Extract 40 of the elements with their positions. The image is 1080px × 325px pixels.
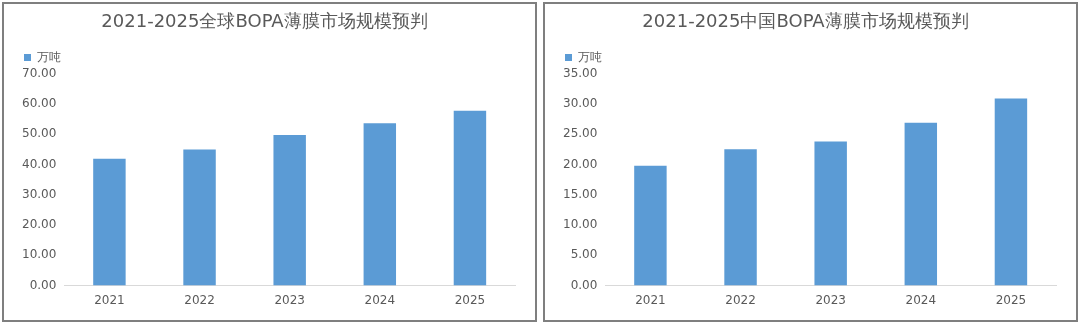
x-tick-label: 2024 xyxy=(905,292,937,307)
x-tick-label: 2021 xyxy=(635,292,666,307)
y-tick-label: 60.00 xyxy=(21,96,57,111)
x-tick-label: 2023 xyxy=(274,292,305,307)
bar xyxy=(724,149,757,286)
x-tick-label: 2022 xyxy=(725,292,756,307)
bar xyxy=(904,122,938,286)
legend-label: 万吨 xyxy=(37,49,61,64)
bar xyxy=(93,158,126,286)
y-tick-label: 30.00 xyxy=(21,186,57,201)
y-tick-label: 0.00 xyxy=(29,277,57,292)
bar xyxy=(363,123,397,286)
y-tick-label: 5.00 xyxy=(570,247,598,262)
y-tick-label: 10.00 xyxy=(21,247,57,262)
x-tick-label: 2021 xyxy=(94,292,125,307)
x-tick-label: 2023 xyxy=(815,292,846,307)
chart-title: 2021-2025中国BOPA薄膜市场规模预判 xyxy=(642,10,969,32)
bar xyxy=(273,135,306,286)
y-tick-label: 20.00 xyxy=(562,156,598,171)
x-tick-label: 2025 xyxy=(454,292,486,307)
bar xyxy=(814,141,847,286)
y-tick-label: 50.00 xyxy=(21,126,57,141)
y-tick-label: 40.00 xyxy=(21,156,57,171)
x-tick-label: 2022 xyxy=(184,292,215,307)
bar xyxy=(634,165,667,286)
y-tick-label: 20.00 xyxy=(21,217,57,232)
bar xyxy=(453,110,487,286)
y-tick-label: 30.00 xyxy=(562,96,598,111)
y-tick-label: 70.00 xyxy=(21,65,57,80)
y-tick-label: 10.00 xyxy=(562,217,598,232)
y-tick-label: 35.00 xyxy=(562,65,598,80)
legend-label: 万吨 xyxy=(578,49,602,64)
x-tick-label: 2025 xyxy=(995,292,1027,307)
y-tick-label: 15.00 xyxy=(562,186,598,201)
y-tick-label: 0.00 xyxy=(570,277,598,292)
y-tick-label: 25.00 xyxy=(562,126,598,141)
chart-title: 2021-2025全球BOPA薄膜市场规模预判 xyxy=(101,10,428,32)
bar xyxy=(183,149,216,286)
bar xyxy=(994,98,1028,286)
x-tick-label: 2024 xyxy=(364,292,396,307)
